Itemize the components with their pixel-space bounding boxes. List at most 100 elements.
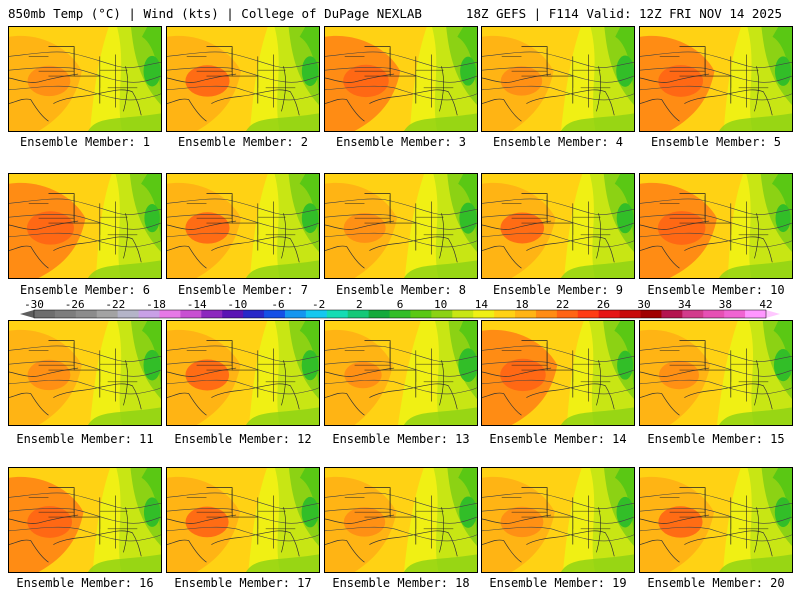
- ensemble-member-label: Ensemble Member: 17: [174, 576, 312, 590]
- ensemble-member-map: [166, 320, 320, 426]
- colorbar-swatch: [598, 310, 621, 318]
- colorbar-tick: 14: [474, 298, 488, 311]
- colorbar-swatch: [305, 310, 328, 318]
- colorbar-swatch: [431, 310, 453, 318]
- colorbar-tick: 22: [556, 298, 570, 311]
- colorbar-tick: 26: [596, 298, 610, 311]
- ensemble-member-map: [166, 173, 320, 279]
- colorbar-outline: [33, 309, 767, 319]
- ensemble-member-map: [481, 26, 635, 132]
- ensemble-member-label: Ensemble Member: 13: [332, 432, 470, 446]
- colorbar-swatch: [159, 310, 181, 318]
- colorbar-tick: 6: [396, 298, 404, 311]
- colorbar-tick: -30: [24, 298, 44, 311]
- ensemble-member-map: [639, 320, 793, 426]
- ensemble-member-label: Ensemble Member: 1: [19, 135, 151, 149]
- temperature-colorbar: [20, 309, 780, 319]
- ensemble-member-map: [639, 173, 793, 279]
- colorbar-tick: -22: [105, 298, 126, 311]
- colorbar-swatch: [326, 310, 349, 318]
- colorbar-swatch: [661, 310, 683, 318]
- colorbar-tick: -6: [271, 298, 285, 311]
- colorbar-swatch: [515, 310, 537, 318]
- colorbar-tick: 2: [356, 298, 363, 311]
- colorbar-tick: 42: [759, 298, 773, 311]
- colorbar-swatch: [535, 310, 558, 318]
- ensemble-member-label: Ensemble Member: 9: [492, 283, 624, 297]
- colorbar-min-arrow: [20, 310, 34, 318]
- ensemble-member-map: [324, 320, 478, 426]
- colorbar-tick: 10: [434, 298, 448, 311]
- colorbar-swatch: [745, 310, 767, 318]
- colorbar-swatch: [410, 310, 432, 318]
- colorbar-tick: 30: [637, 298, 651, 311]
- colorbar-swatch: [619, 310, 642, 318]
- colorbar-swatch: [264, 310, 286, 318]
- ensemble-member-map: [481, 320, 635, 426]
- colorbar-max-arrow: [766, 310, 780, 318]
- colorbar-swatch: [117, 310, 140, 318]
- ensemble-member-label: Ensemble Member: 19: [489, 576, 627, 590]
- ensemble-member-label: Ensemble Member: 20: [647, 576, 785, 590]
- colorbar-swatch: [180, 310, 202, 318]
- ensemble-member-label: Ensemble Member: 10: [647, 283, 785, 297]
- colorbar-swatch: [34, 310, 56, 318]
- ensemble-member-label: Ensemble Member: 16: [16, 576, 154, 590]
- ensemble-member-map: [481, 173, 635, 279]
- colorbar-tick: -18: [146, 298, 166, 311]
- ensemble-member-map: [166, 26, 320, 132]
- colorbar-swatch: [494, 310, 516, 318]
- colorbar-tick: 18: [515, 298, 529, 311]
- ensemble-member-label: Ensemble Member: 18: [332, 576, 470, 590]
- colorbar-tick: -14: [186, 298, 207, 311]
- colorbar-tick: -2: [312, 298, 326, 311]
- ensemble-member-map: [8, 467, 162, 573]
- colorbar-tick: -10: [227, 298, 248, 311]
- colorbar-swatch: [54, 310, 77, 318]
- ensemble-member-label: Ensemble Member: 2: [177, 135, 309, 149]
- ensemble-member-map: [8, 320, 162, 426]
- ensemble-member-map: [166, 467, 320, 573]
- model-valid-time: 18Z GEFS | F114 Valid: 12Z FRI NOV 14 20…: [465, 6, 782, 21]
- ensemble-member-label: Ensemble Member: 3: [335, 135, 467, 149]
- ensemble-member-map: [8, 173, 162, 279]
- ensemble-member-label: Ensemble Member: 12: [174, 432, 312, 446]
- colorbar-swatch: [243, 310, 265, 318]
- ensemble-member-map: [324, 26, 478, 132]
- colorbar-swatch: [682, 310, 704, 318]
- ensemble-member-label: Ensemble Member: 6: [19, 283, 151, 297]
- colorbar-swatch: [452, 310, 474, 318]
- colorbar-swatch: [284, 310, 307, 318]
- ensemble-member-map: [8, 26, 162, 132]
- colorbar-swatch: [473, 310, 495, 318]
- colorbar-swatch: [640, 310, 662, 318]
- colorbar-swatch: [389, 310, 411, 318]
- colorbar-swatch: [724, 310, 746, 318]
- ensemble-member-label: Ensemble Member: 7: [177, 283, 309, 297]
- ensemble-member-map: [481, 467, 635, 573]
- ensemble-member-map: [324, 173, 478, 279]
- colorbar-swatch: [368, 310, 391, 318]
- ensemble-member-label: Ensemble Member: 4: [492, 135, 624, 149]
- colorbar-swatch: [138, 310, 160, 318]
- map-title: 850mb Temp (°C) | Wind (kts) | College o…: [8, 6, 422, 21]
- colorbar-swatch: [577, 310, 600, 318]
- colorbar-swatch: [703, 310, 725, 318]
- ensemble-member-label: Ensemble Member: 14: [489, 432, 627, 446]
- ensemble-member-label: Ensemble Member: 15: [647, 432, 785, 446]
- colorbar-tick: 34: [678, 298, 692, 311]
- colorbar-swatch: [222, 310, 244, 318]
- ensemble-member-map: [639, 467, 793, 573]
- ensemble-member-map: [324, 467, 478, 573]
- ensemble-member-map: [639, 26, 793, 132]
- colorbar-swatch: [201, 310, 223, 318]
- colorbar-tick: -26: [64, 298, 85, 311]
- colorbar-tick: 38: [718, 298, 732, 311]
- colorbar-swatch: [75, 310, 98, 318]
- ensemble-member-label: Ensemble Member: 5: [650, 135, 782, 149]
- ensemble-member-label: Ensemble Member: 8: [335, 283, 467, 297]
- ensemble-member-label: Ensemble Member: 11: [16, 432, 154, 446]
- colorbar-swatch: [556, 310, 579, 318]
- colorbar-swatch: [96, 310, 119, 318]
- colorbar-swatch: [347, 310, 370, 318]
